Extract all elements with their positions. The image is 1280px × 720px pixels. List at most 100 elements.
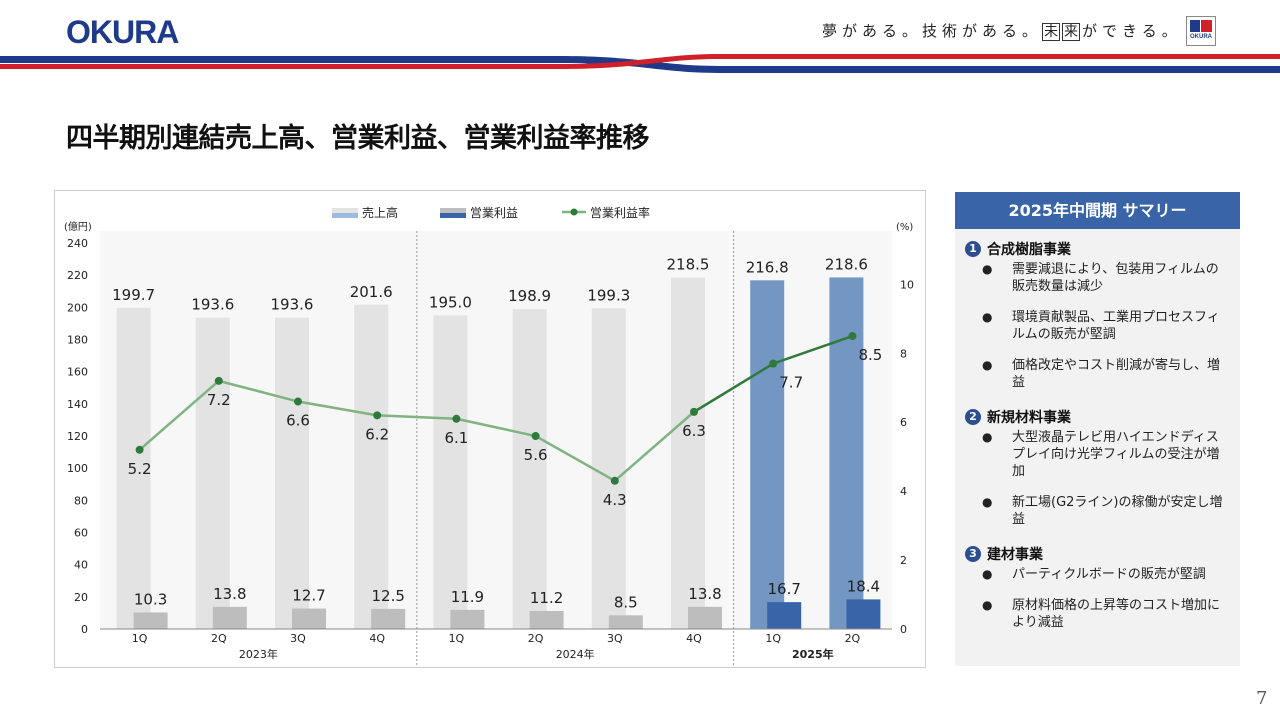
left-axis-tick-label: 220	[67, 269, 88, 282]
legend-sales-label: 売上高	[362, 205, 398, 220]
margin-point-label: 4.3	[603, 491, 627, 509]
margin-point	[373, 411, 382, 420]
bullet-text: 原材料価格の上昇等のコスト増加により減益	[1012, 598, 1221, 630]
sales-bar	[354, 304, 389, 629]
sales-bar-label: 199.7	[112, 286, 155, 304]
x-axis-category-label: 1Q	[449, 632, 465, 645]
bullet-text: 新工場(G2ライン)の稼働が安定し増益	[1012, 495, 1223, 527]
margin-point	[294, 397, 302, 406]
left-axis-tick-label: 120	[67, 430, 88, 443]
bullet-dot-icon: ●	[982, 310, 993, 324]
x-axis-category-label: 1Q	[132, 632, 148, 645]
operating-profit-bar	[450, 609, 485, 629]
operating-profit-bar-label: 11.2	[530, 589, 563, 607]
sales-bar-label: 218.5	[667, 256, 710, 274]
operating-profit-bar-label: 13.8	[688, 585, 721, 603]
page-title: 四半期別連結売上高、営業利益、営業利益率推移	[66, 123, 650, 154]
left-axis-tick-label: 240	[67, 237, 88, 250]
legend-margin-swatch-marker	[570, 208, 578, 216]
bullet-text: 価格改定やコスト削減が寄与し、増益	[1012, 358, 1221, 390]
section-title-text: 新規材料事業	[987, 410, 1071, 426]
margin-line-past	[138, 379, 695, 483]
slogan-boxed-char-1: 未	[1042, 23, 1061, 41]
right-axis-tick-label: 6	[900, 416, 907, 429]
sales-bar-label: 193.6	[271, 296, 314, 314]
operating-profit-bar	[688, 606, 722, 629]
sales-bar	[750, 280, 785, 629]
slogan-part-1: 夢がある。技術がある。	[822, 22, 1043, 40]
sales-bar-label: 201.6	[350, 283, 393, 301]
bullet-item: ● 原材料価格の上昇等のコスト増加により減益	[955, 597, 1240, 631]
x-axis-year-label: 2023年	[239, 647, 278, 661]
right-axis-tick-label: 0	[900, 623, 907, 636]
margin-point	[690, 407, 698, 416]
bullet-item: ● パーティクルボードの販売が堅調	[955, 566, 1240, 583]
margin-point	[135, 445, 144, 454]
legend-sales-swatch-bottom	[332, 213, 358, 218]
bullet-dot-icon: ●	[982, 567, 993, 581]
bullet-dot-icon: ●	[982, 495, 993, 509]
okura-logo: OKURA	[66, 14, 179, 50]
operating-profit-bar-label: 18.4	[847, 577, 880, 595]
margin-point-label: 6.2	[365, 425, 389, 443]
sales-bar-label: 218.6	[825, 255, 868, 273]
section-title-3: 3 建材事業	[965, 544, 1240, 564]
legend-operating-profit-swatch-bottom	[440, 213, 466, 218]
x-axis-category-label: 2Q	[528, 632, 544, 645]
section-number-badge: 3	[965, 546, 981, 562]
sales-bar	[275, 317, 309, 629]
operating-profit-bar-label: 12.7	[292, 587, 325, 605]
left-axis-tick-label: 200	[67, 301, 88, 314]
sales-bar	[591, 308, 626, 629]
left-axis-unit: (億円)	[64, 220, 92, 233]
margin-point	[531, 432, 540, 440]
margin-point	[848, 332, 857, 341]
margin-point-label: 7.7	[779, 374, 803, 392]
operating-profit-bar	[371, 608, 406, 629]
mini-logo-red-block	[1201, 20, 1212, 32]
header-stripe-band	[0, 54, 1280, 73]
left-axis-tick-label: 180	[67, 334, 88, 347]
x-axis-category-label: 4Q	[686, 632, 702, 645]
right-axis-tick-label: 10	[900, 278, 914, 291]
sales-bar	[195, 317, 230, 629]
x-axis-year-label: 2024年	[556, 647, 595, 661]
legend-operating-profit-swatch-top	[440, 208, 466, 213]
bullet-text: 環境貢献製品、工業用プロセスフィルムの販売が堅調	[1012, 310, 1220, 342]
bullet-text: 大型液晶テレビ用ハイエンドディスプレイ向け光学フィルムの受注が増加	[1012, 430, 1220, 479]
operating-profit-bar	[529, 610, 564, 629]
margin-point-label: 5.2	[128, 460, 152, 478]
left-axis-tick-label: 60	[74, 527, 88, 540]
margin-point-label: 6.3	[682, 422, 706, 440]
right-axis-tick-label: 8	[900, 347, 907, 360]
operating-profit-bar-label: 10.3	[134, 590, 167, 608]
sales-bar-label: 198.9	[508, 287, 551, 305]
margin-point-label: 5.6	[524, 446, 548, 464]
mini-logo-blue-block	[1190, 20, 1200, 32]
operating-profit-bar-label: 12.5	[371, 587, 404, 605]
left-axis-tick-label: 0	[81, 623, 88, 636]
right-axis-tick-label: 2	[900, 554, 907, 567]
operating-profit-bar	[292, 608, 326, 629]
left-axis-tick-label: 40	[74, 559, 88, 572]
x-axis-year-label: 2025年	[792, 647, 834, 661]
bullet-dot-icon: ●	[982, 430, 993, 444]
quarterly-chart: (億円)020406080100120140160180200220240(%)…	[64, 205, 914, 665]
bullet-text: パーティクルボードの販売が堅調	[1012, 567, 1206, 582]
margin-point-label: 8.5	[858, 346, 882, 364]
bullet-item: ● 新工場(G2ライン)の稼働が安定し増益	[955, 494, 1240, 528]
sales-bar	[512, 309, 547, 629]
summary-section-3: 3 建材事業 ● パーティクルボードの販売が堅調 ● 原材料価格の上昇等のコスト増加に…	[955, 544, 1240, 631]
section-title-1: 1 合成樹脂事業	[965, 239, 1240, 259]
x-axis-category-label: 3Q	[607, 632, 623, 645]
bullet-dot-icon: ●	[982, 262, 993, 276]
slogan-part-2: ができる。	[1082, 22, 1182, 40]
right-axis-tick-label: 4	[900, 485, 907, 498]
left-axis-tick-label: 80	[74, 494, 88, 507]
operating-profit-bar-label: 13.8	[213, 585, 246, 603]
legend-operating-profit-label: 営業利益	[470, 206, 518, 220]
margin-point	[452, 414, 461, 423]
left-axis-tick-label: 160	[67, 366, 88, 379]
legend-sales-swatch-top	[332, 208, 358, 213]
operating-profit-bar-label: 16.7	[767, 580, 800, 598]
